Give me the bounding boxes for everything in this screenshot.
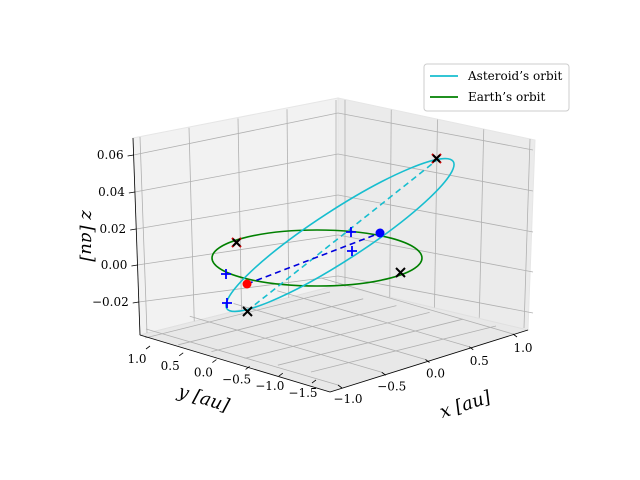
earth-orbit: [211, 229, 423, 287]
x-tick: [469, 346, 474, 351]
legend-box: [423, 63, 570, 112]
legend-label-earth: Earth’s orbit: [468, 90, 545, 104]
y-axis-line: [139, 334, 331, 393]
y-grid-floor: [244, 312, 430, 359]
x-tick-label: −0.5: [377, 379, 406, 393]
y-tick-label: 0.0: [194, 366, 213, 380]
x-marker-1: [242, 306, 253, 317]
legend: Asteroid’s orbit Earth’s orbit: [423, 63, 570, 112]
x-tick: [512, 333, 518, 338]
x-wall-line: [523, 138, 531, 329]
y-tick: [278, 372, 284, 377]
y-grid-floor: [144, 291, 331, 339]
y-tick-label: 1.0: [127, 352, 146, 366]
x-tick-label: 0.0: [426, 367, 445, 381]
y-tick: [311, 379, 317, 384]
y-tick: [178, 352, 184, 357]
x-axis-label: x [au]: [437, 386, 494, 422]
y-wall-line: [188, 127, 195, 322]
x-tick-label: −1.0: [333, 392, 362, 406]
z-grid-left: [137, 234, 339, 266]
z-grid-right: [337, 153, 534, 192]
asteroid-orbit: [225, 157, 455, 313]
x-grid-floor: [277, 290, 470, 348]
z-tick-label: 0.04: [98, 185, 125, 199]
x-wall-line: [389, 109, 392, 298]
z-grid-right: [337, 234, 534, 273]
y-grid-floor: [178, 298, 364, 346]
x-wall-line: [478, 129, 485, 318]
tick-group: −1.0 −0.5 0.0 0.5 1.0 1.0 0.5 0.0 −0.5 −1.0 −1.5 0.…: [92, 148, 533, 406]
x-tick-label: 0.5: [470, 354, 489, 368]
z-tick: [130, 228, 137, 231]
node-marker-2: [222, 298, 232, 308]
y-wall-line: [139, 136, 148, 334]
x-marker-4b: [432, 154, 441, 163]
x-axis-line: [329, 329, 529, 393]
z-tick: [131, 264, 138, 267]
x-marker-2: [395, 267, 406, 278]
z-grid-left: [138, 275, 339, 303]
y-tick: [245, 366, 250, 370]
extreme-markers: [231, 153, 442, 317]
x-grid-floor: [145, 328, 339, 386]
earth-position-marker: [242, 279, 252, 289]
x-grid-floor: [189, 315, 382, 373]
x-tick: [381, 371, 386, 376]
z-tick-label: 0.00: [101, 258, 128, 272]
z-grid-left: [133, 112, 339, 156]
legend-label-asteroid: Asteroid’s orbit: [467, 69, 562, 83]
z-tick: [132, 301, 139, 304]
z-axis-line: [132, 137, 141, 336]
z-grid-right: [337, 112, 534, 151]
node-marker-4: [347, 246, 357, 256]
x-tick: [425, 359, 430, 363]
x-grid-floor: [233, 303, 426, 360]
node-markers: [221, 227, 357, 308]
y-grid-floor: [277, 318, 463, 366]
grid-lines: [133, 100, 534, 386]
z-tick: [128, 191, 135, 194]
z-grid-left: [136, 194, 339, 230]
x-grid-floor: [320, 277, 514, 335]
z-tick-label: 0.02: [99, 222, 126, 236]
z-grid-right: [337, 194, 534, 233]
y-grid-floor: [211, 305, 397, 352]
z-axis-label: z [au]: [77, 209, 98, 263]
y-tick-label: −1.0: [255, 379, 284, 393]
y-tick: [145, 345, 151, 350]
y-tick-label: −0.5: [222, 372, 251, 386]
z-tick: [127, 154, 134, 157]
node-marker-1: [221, 269, 231, 279]
x-tick: [337, 384, 343, 389]
y-grid-floor: [310, 325, 497, 373]
y-tick-label: −1.5: [288, 386, 317, 400]
z-grid-left: [134, 153, 339, 193]
y-tick: [212, 359, 217, 363]
asteroid-node-line: [246, 159, 438, 312]
z-tick-label: −0.02: [92, 295, 129, 309]
x-marker-3b: [232, 238, 241, 247]
earth-asteroid-line: [246, 232, 381, 285]
node-marker-3: [346, 227, 356, 237]
y-tick-label: 0.5: [161, 359, 180, 373]
z-tick-label: 0.06: [97, 148, 124, 162]
x-tick-label: 1.0: [513, 341, 532, 355]
asteroid-position-marker: [375, 228, 385, 238]
